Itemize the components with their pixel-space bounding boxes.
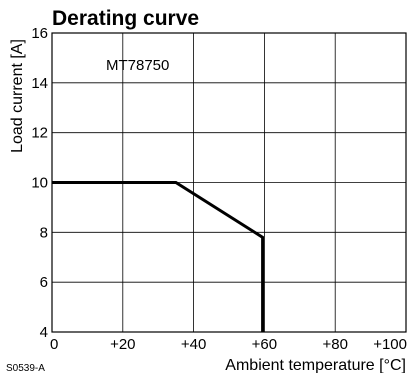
derating-curve-line: [52, 181, 265, 332]
model-annotation: MT78750: [106, 57, 169, 74]
figure-code: S0539-A: [6, 363, 45, 373]
y-tick-label: 4: [40, 324, 48, 341]
x-tick-labels: 0 +20 +40 +60 +80 +100: [50, 336, 407, 353]
y-tick-label: 6: [40, 274, 48, 291]
x-tick-label: +80: [322, 336, 347, 353]
plot-frame: [51, 32, 407, 333]
y-tick-label: 8: [40, 224, 48, 241]
x-tick-label: +100: [373, 336, 407, 353]
x-tick-label: +20: [110, 336, 135, 353]
y-tick-label: 14: [31, 75, 48, 92]
chart-title: Derating curve: [52, 7, 199, 30]
y-tick-label: 12: [31, 125, 48, 142]
series-group: [52, 181, 265, 332]
y-tick-label: 10: [31, 175, 48, 192]
x-tick-label: +40: [181, 336, 206, 353]
x-tick-label: +60: [252, 336, 277, 353]
x-axis-label: Ambient temperature [°C]: [225, 357, 406, 373]
y-tick-label: 16: [31, 25, 48, 42]
x-tick-label: 0: [50, 336, 58, 353]
y-tick-labels: 4 6 8 10 12 14 16: [31, 25, 48, 341]
y-axis-label: Load current [A]: [9, 39, 26, 153]
